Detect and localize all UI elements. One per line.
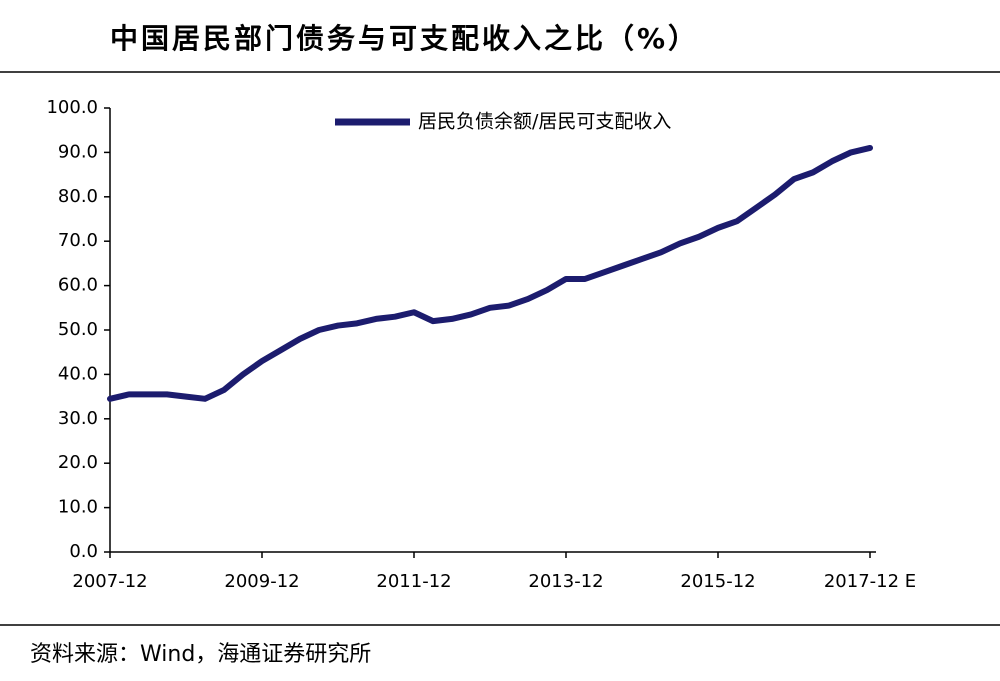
series-line (107, 144, 873, 402)
y-tick-label: 60.0 (58, 275, 98, 296)
y-tick-label: 30.0 (58, 408, 98, 429)
y-tick-label: 20.0 (58, 452, 98, 473)
x-tick-label: 2015-12 (680, 571, 755, 592)
y-tick-label: 70.0 (58, 230, 98, 251)
y-tick-label: 10.0 (58, 497, 98, 518)
x-tick-label: 2007-12 (72, 571, 147, 592)
y-tick-label: 80.0 (58, 186, 98, 207)
y-tick-label: 90.0 (58, 141, 98, 162)
y-tick-label: 100.0 (46, 97, 98, 118)
y-tick-label: 40.0 (58, 363, 98, 384)
x-tick-label: 2013-12 (528, 571, 603, 592)
source: 资料来源：Wind，海通证券研究所 (30, 642, 371, 667)
legend-label: 居民负债余额/居民可支配收入 (418, 111, 671, 133)
x-tick-label: 2009-12 (224, 571, 299, 592)
x-tick-label: 2011-12 (376, 571, 451, 592)
chart-title: 中国居民部门债务与可支配收入之比（%） (110, 22, 699, 55)
x-tick-label: 2017-12 E (824, 571, 916, 592)
y-tick-label: 50.0 (58, 319, 98, 340)
y-tick-label: 0.0 (69, 541, 98, 562)
